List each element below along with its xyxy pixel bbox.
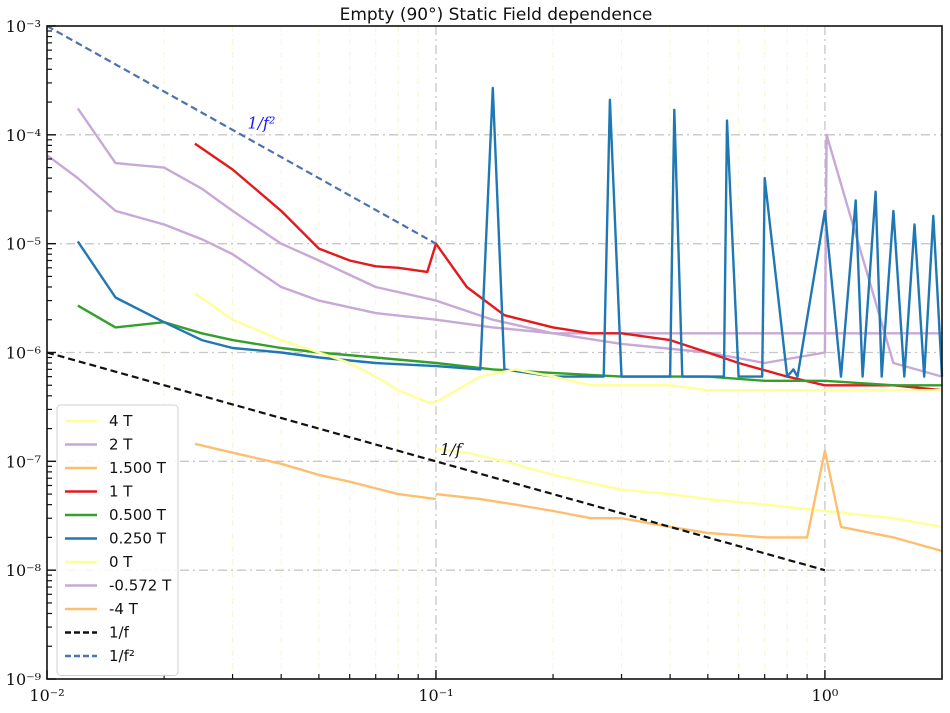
legend-label: 0 T: [109, 553, 133, 571]
y-tick-label: 10⁻⁴: [6, 126, 41, 145]
series-line-1-f: [46, 25, 437, 245]
series-line-1-f: [46, 351, 826, 572]
legend-label: 1.500 T: [109, 459, 167, 477]
legend-label: 1/f: [109, 624, 130, 642]
series-line-0-t: [435, 447, 943, 529]
y-tick-label: 10⁻⁶: [6, 344, 41, 363]
legend-label: -4 T: [109, 600, 139, 618]
annotation-label: 1/f: [440, 440, 465, 459]
annotation-label: 1/f²: [247, 113, 275, 132]
x-tick-label: 10⁻¹: [418, 686, 453, 705]
legend-label: 0.250 T: [109, 530, 167, 548]
x-tick-label: 10⁰: [812, 686, 839, 705]
series-line-1-500-t: [194, 442, 437, 501]
series-line-0-572-t: [46, 133, 943, 378]
series-line-4-t: [194, 292, 942, 404]
chart-title: Empty (90°) Static Field dependence: [340, 5, 653, 25]
y-tick-label: 10⁻³: [6, 17, 41, 36]
legend-label: 2 T: [109, 436, 133, 454]
legend: 4 T 2 T 1.500 T 1 T 0.500 T 0.250 T 0 T -0.572 …: [56, 404, 179, 676]
y-tick-label: 10⁻⁸: [6, 561, 41, 580]
y-tick-label: 10⁻⁷: [6, 452, 41, 471]
series-line-2-t: [76, 107, 942, 335]
axes: 10⁻² 10⁻¹ 10⁰ 10⁻⁹ 10⁻⁸ 10⁻⁷ 10⁻⁶ 10⁻⁵ 10⁻⁴ 10⁻³: [6, 17, 943, 705]
grid: [47, 26, 942, 679]
y-tick-label: 10⁻⁹: [6, 670, 42, 689]
annotations: 1/f² 1/f: [247, 113, 464, 459]
y-tick-label: 10⁻⁵: [6, 235, 41, 254]
legend-label: 0.500 T: [109, 506, 167, 524]
legend-label: 1/f²: [109, 647, 135, 665]
legend-label: 4 T: [109, 412, 133, 430]
legend-label: 1 T: [109, 483, 133, 501]
x-tick-label: 10⁻²: [29, 686, 64, 705]
series-group: [46, 25, 944, 572]
legend-label: -0.572 T: [109, 577, 172, 595]
series-line-0-500-t: [77, 304, 942, 387]
series-line-1-t: [194, 142, 943, 392]
series-line-4-t: [435, 449, 943, 553]
